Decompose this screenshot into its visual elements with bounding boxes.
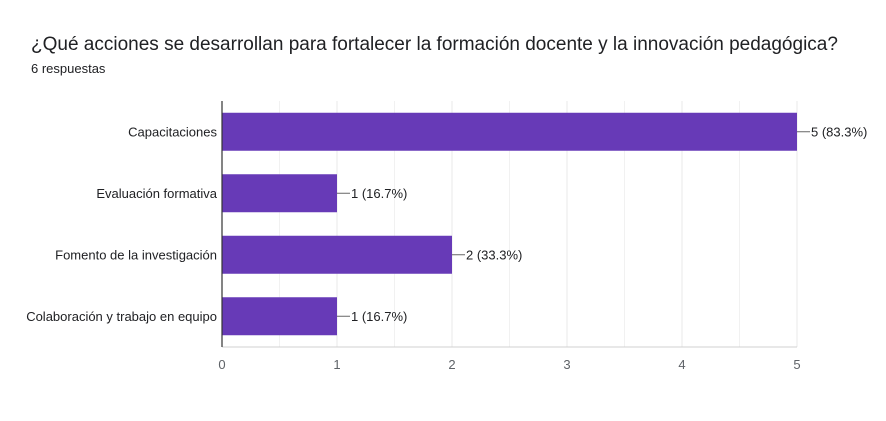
chart-title: ¿Qué acciones se desarrollan para fortal… [31,34,838,55]
response-count: 6 respuestas [31,61,106,76]
bar [222,174,337,213]
bar [222,297,337,336]
data-label: 1 (16.7%) [351,309,407,324]
category-label: Fomento de la investigación [55,247,217,262]
x-tick-label: 4 [678,357,685,372]
bar [222,235,452,274]
category-label: Colaboración y trabajo en equipo [26,309,217,324]
data-label: 1 (16.7%) [351,186,407,201]
data-label: 5 (83.3%) [811,124,867,139]
data-label: 2 (33.3%) [466,247,522,262]
category-label: Capacitaciones [128,124,217,139]
x-tick-label: 5 [793,357,800,372]
category-label: Evaluación formativa [96,186,217,201]
x-tick-label: 2 [448,357,455,372]
bar [222,112,797,151]
x-tick-label: 3 [563,357,570,372]
x-tick-label: 0 [218,357,225,372]
x-tick-label: 1 [333,357,340,372]
